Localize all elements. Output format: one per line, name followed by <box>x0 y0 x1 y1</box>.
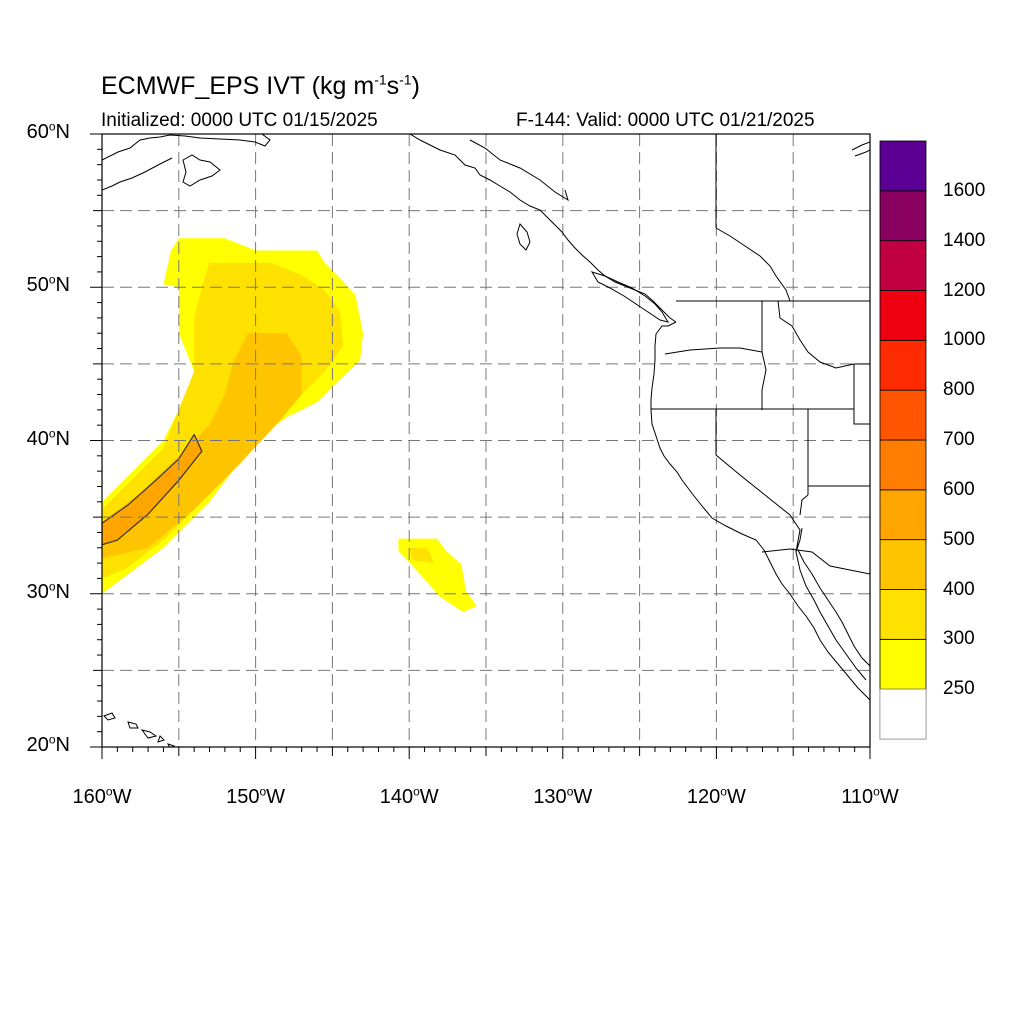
map-title: ECMWF_EPS IVT (kg m-1s-1) <box>101 71 420 100</box>
axis-ticks <box>90 133 871 759</box>
colorbar-label: 1200 <box>943 279 986 301</box>
initialized-time: Initialized: 0000 UTC 01/15/2025 <box>101 110 378 131</box>
colorbar-label: 700 <box>943 429 975 450</box>
ivt-contour-500 <box>102 434 203 546</box>
colorbar-label: 300 <box>943 628 975 650</box>
colorbar-label: 1000 <box>943 329 986 351</box>
colorbar-box <box>879 290 927 341</box>
colorbar-label: 400 <box>943 578 975 600</box>
vancouver-island <box>590 271 670 323</box>
lat-label: 30oN <box>26 579 70 603</box>
lat-label: 60oN <box>26 119 70 143</box>
colorbar-box <box>879 140 927 192</box>
arizona-nevada-border <box>799 494 809 516</box>
us-west-coastline <box>650 321 870 701</box>
hawaii-islands <box>103 712 176 747</box>
washington-oregon-border <box>664 347 763 355</box>
california-nevada-border <box>715 409 801 553</box>
alberta-bc-border <box>715 227 791 302</box>
lon-label: 150oW <box>226 784 286 808</box>
haida-gwaii <box>516 222 531 251</box>
colorbar-box <box>879 489 927 541</box>
ivt-shading <box>102 238 477 613</box>
alaska-peninsula <box>102 157 173 191</box>
lon-label: 140oW <box>379 784 439 808</box>
lon-label: 110oW <box>841 784 899 808</box>
lat-label: 50oN <box>26 272 70 297</box>
lon-label: 120oW <box>686 784 746 808</box>
colorbar-box <box>879 589 927 640</box>
colorbar-box <box>879 638 927 690</box>
alaska-bc-border <box>469 139 569 202</box>
kodiak-island <box>182 154 221 187</box>
colorbar-box <box>879 439 927 491</box>
colorbar-box <box>879 339 927 391</box>
lat-label: 40oN <box>26 425 70 450</box>
colorbar <box>879 140 927 740</box>
oregon-idaho-border <box>761 351 767 410</box>
lon-label: 160oW <box>72 784 132 808</box>
lat-lon-grid <box>102 134 870 747</box>
plot-frame <box>101 133 871 748</box>
coastlines <box>102 134 870 747</box>
colorbar-label: 1400 <box>943 229 986 251</box>
colorbar-label: 250 <box>943 678 975 700</box>
bc-coastline <box>409 134 677 323</box>
colorbar-label: 600 <box>943 478 975 500</box>
california-arizona-border <box>795 527 803 553</box>
northeast-coast-fragment <box>851 141 870 157</box>
ivt-region-5 <box>409 547 434 564</box>
lon-label: 130oW <box>533 784 593 808</box>
valid-time: F-144: Valid: 0000 UTC 01/21/2025 <box>516 110 815 131</box>
baja-inner-coast <box>795 551 867 681</box>
colorbar-box <box>879 539 927 590</box>
colorbar-box <box>879 389 927 441</box>
colorbar-box <box>879 190 927 242</box>
us-mexico-border <box>761 548 870 575</box>
gulf-of-california-coast <box>797 549 870 667</box>
lat-label: 20oN <box>26 732 70 756</box>
idaho-montana-border <box>777 300 855 369</box>
colorbar-box-lowest <box>879 688 927 740</box>
colorbar-label: 800 <box>943 379 975 401</box>
political-boundaries <box>469 134 870 575</box>
idaho-wyoming-border <box>853 364 870 425</box>
colorbar-label: 1600 <box>943 179 986 201</box>
colorbar-label: 500 <box>943 528 975 550</box>
colorbar-box <box>879 240 927 291</box>
alaska-coastline <box>102 134 271 161</box>
